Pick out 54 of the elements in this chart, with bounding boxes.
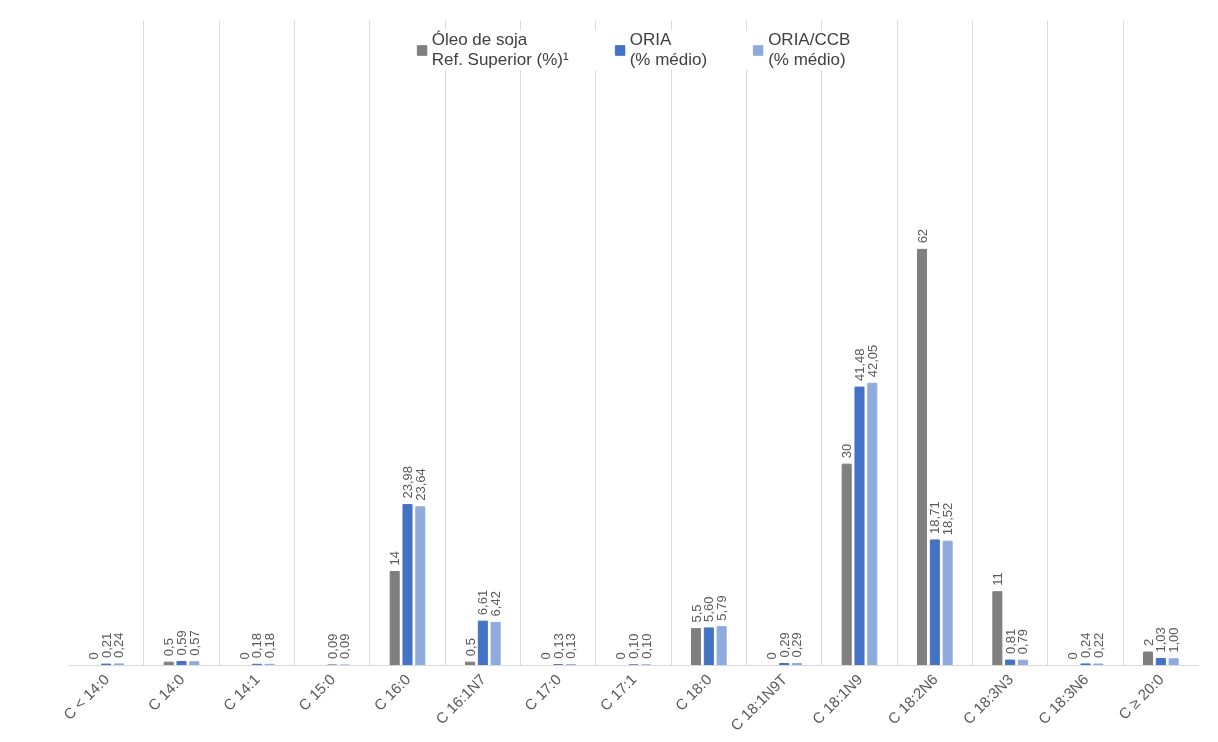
x-tick-label: C < 14:0 xyxy=(59,670,113,723)
data-label: 0,18 xyxy=(249,632,265,659)
data-label: 0,24 xyxy=(1078,632,1093,658)
data-label: 5,79 xyxy=(714,595,730,621)
legend-label: Óleo de soja Ref. Superior (%)¹ xyxy=(431,30,569,70)
data-label: 0,10 xyxy=(638,633,654,659)
x-tick-label: C 14:0 xyxy=(144,670,188,714)
data-label: 18,52 xyxy=(940,502,956,536)
data-label: 0,5 xyxy=(462,638,478,657)
data-label: 5,5 xyxy=(688,604,704,623)
data-label: 23,64 xyxy=(412,468,428,501)
data-label: 5,60 xyxy=(701,596,717,622)
data-label: 0 xyxy=(1065,652,1081,660)
data-label: 0,21 xyxy=(98,632,114,659)
data-label: 41,48 xyxy=(852,348,867,382)
legend-label: ORIA/CCB (% médio) xyxy=(768,30,851,70)
data-label: 62 xyxy=(914,228,930,244)
data-label: 0,29 xyxy=(776,632,792,658)
data-label: 0 xyxy=(763,652,779,660)
data-label: 2 xyxy=(1140,638,1156,647)
data-label: 0,24 xyxy=(111,632,127,658)
data-label: 0,57 xyxy=(186,630,202,656)
data-label: 0,13 xyxy=(563,633,579,659)
data-label: 1,00 xyxy=(1166,627,1182,653)
data-label: 0,09 xyxy=(337,633,353,659)
data-label: 0,29 xyxy=(789,632,805,658)
data-label: 0,59 xyxy=(174,630,189,656)
data-label: 0 xyxy=(236,652,252,660)
x-tick-label: C 17:1 xyxy=(596,670,640,714)
data-label: 0,22 xyxy=(1090,632,1106,659)
data-label: 0,18 xyxy=(262,632,278,659)
data-label: 23,98 xyxy=(400,466,415,499)
data-label: 6,61 xyxy=(475,589,491,616)
data-label: 0 xyxy=(85,652,101,660)
data-label: 18,71 xyxy=(927,501,943,534)
x-tick-label: C 17:0 xyxy=(520,670,565,714)
data-label: 14 xyxy=(387,551,403,566)
data-label: 11 xyxy=(989,572,1005,586)
data-label: 0,09 xyxy=(324,633,340,659)
x-tick-label: C 15:0 xyxy=(294,670,339,714)
data-label: 6,42 xyxy=(488,591,504,617)
data-label: 0 xyxy=(537,652,553,660)
data-label: 0 xyxy=(613,652,629,660)
data-label: 42,05 xyxy=(864,344,880,378)
data-label: 0,79 xyxy=(1015,628,1031,655)
data-label: 0,13 xyxy=(550,633,566,659)
x-tick-label: C 14:1 xyxy=(219,670,263,714)
legend-label: ORIA (% médio) xyxy=(629,30,708,70)
data-label: 30 xyxy=(839,443,855,459)
data-label: 1,03 xyxy=(1153,627,1169,653)
data-label: 0,81 xyxy=(1002,628,1018,655)
data-label: 0,5 xyxy=(161,638,177,657)
x-tick-label: C 16:0 xyxy=(370,670,414,714)
data-label: 0,10 xyxy=(626,633,641,659)
